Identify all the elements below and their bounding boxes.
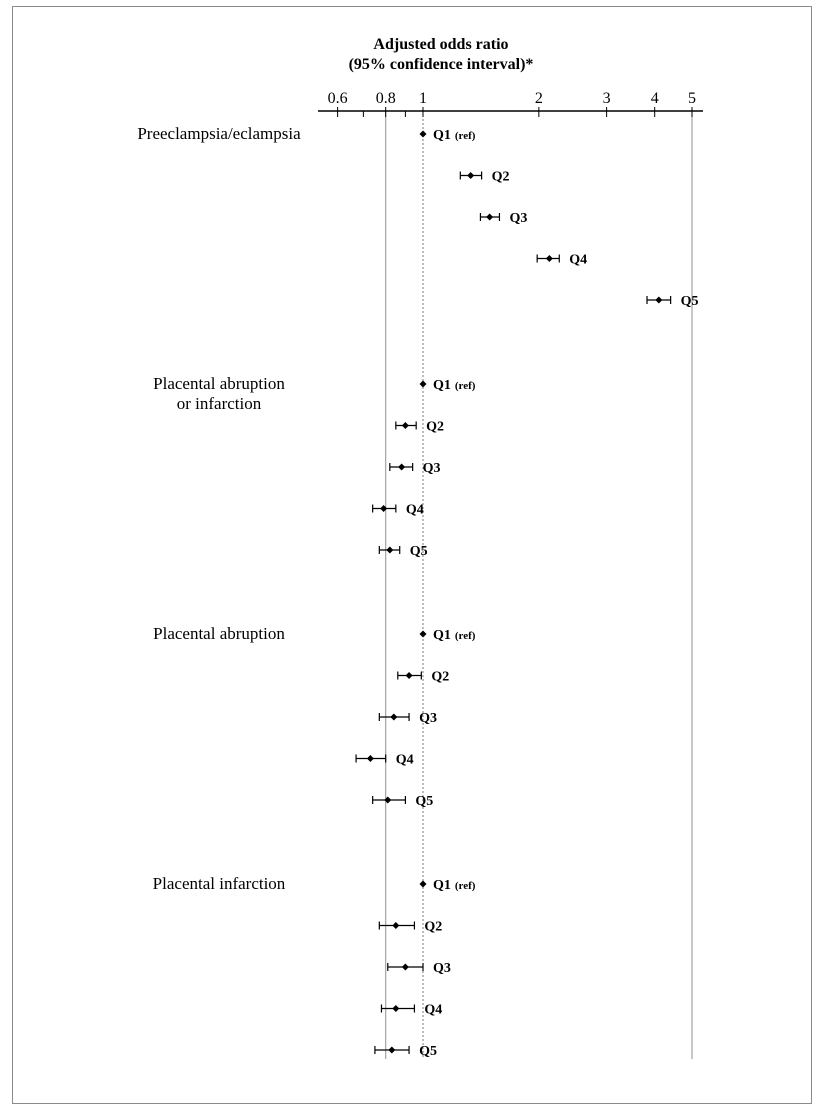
row-1-Q2: Q2 (395, 420, 444, 435)
row-label: Q2 (426, 420, 444, 435)
row-label: Q3 (433, 961, 451, 976)
point-estimate (392, 922, 400, 929)
group-label-2-line-0: Placental abruption (153, 624, 285, 643)
row-label: Q2 (431, 670, 449, 685)
row-ref-label: (ref) (455, 130, 476, 142)
row-label: Q4 (424, 1003, 442, 1018)
x-tick-label-3: 2 (535, 90, 543, 107)
row-0-Q3: Q3 (479, 211, 527, 226)
group-label-1-line-0: Placental abruption (153, 374, 285, 393)
point-estimate (366, 755, 374, 762)
point-estimate (419, 380, 427, 388)
chart-title-line-2: (95% confidence interval)* (349, 56, 534, 73)
row-2-Q2: Q2 (397, 670, 449, 685)
reference-lines (385, 111, 693, 1059)
row-label: Q5 (681, 294, 699, 309)
row-1-Q5: Q5 (378, 544, 428, 559)
row-1-Q3: Q3 (389, 461, 441, 476)
row-label: Q3 (423, 461, 441, 476)
x-axis: 0.6 0.8 1 2 3 4 5 (318, 90, 703, 117)
row-ref-label: (ref) (455, 630, 476, 642)
row-ref-label: (ref) (455, 380, 476, 392)
point-estimate (419, 130, 427, 138)
x-tick-label-6: 5 (688, 90, 696, 107)
row-ref-label: (ref) (455, 880, 476, 892)
row-3-Q3: Q3 (387, 961, 451, 976)
row-label: Q4 (569, 253, 587, 268)
row-label: Q1 (ref) (433, 378, 476, 393)
point-estimate (398, 463, 406, 471)
row-0-Q1: Q1 (ref) (419, 128, 476, 143)
point-estimate (380, 505, 388, 512)
row-label: Q5 (415, 794, 433, 809)
group-label-3-line-0: Placental infarction (153, 874, 286, 893)
row-3-Q2: Q2 (378, 920, 442, 935)
point-estimate (401, 963, 409, 971)
row-label: Q2 (492, 170, 510, 185)
row-0-Q2: Q2 (459, 170, 510, 185)
point-estimate (486, 213, 494, 221)
point-estimate (392, 1005, 400, 1012)
point-estimate (384, 796, 392, 804)
x-tick-label-5: 4 (651, 90, 659, 107)
x-tick-label-4: 3 (603, 90, 611, 107)
row-2-Q3: Q3 (378, 711, 437, 726)
plot-rows: Preeclampsia/eclampsia Q1 (ref) Q2 Q3 Q4 Q5 Pla… (137, 124, 698, 1059)
point-estimate (545, 255, 553, 262)
point-estimate (405, 672, 413, 679)
point-estimate (655, 296, 663, 304)
chart-title-line-1: Adjusted odds ratio (373, 36, 508, 53)
point-estimate (386, 546, 394, 554)
row-label: Q1 (ref) (433, 628, 476, 643)
row-0-Q5: Q5 (646, 294, 699, 309)
row-2-Q1: Q1 (ref) (419, 628, 476, 643)
row-label: Q5 (419, 1044, 437, 1059)
row-2-Q4: Q4 (355, 753, 414, 768)
x-tick-label-1: 0.8 (376, 90, 396, 107)
row-label: Q4 (406, 503, 424, 518)
point-estimate (467, 172, 475, 179)
point-estimate (388, 1046, 396, 1054)
row-3-Q5: Q5 (374, 1044, 437, 1059)
figure-frame: Adjusted odds ratio (95% confidence inte… (12, 6, 812, 1104)
row-1-Q4: Q4 (372, 503, 424, 518)
row-1-Q1: Q1 (ref) (419, 378, 476, 393)
row-3-Q4: Q4 (380, 1003, 442, 1018)
forest-plot: Adjusted odds ratio (95% confidence inte… (137, 36, 703, 1059)
row-2-Q5: Q5 (372, 794, 433, 809)
row-label: Q4 (396, 753, 414, 768)
row-label: Q1 (ref) (433, 878, 476, 893)
point-estimate (419, 630, 427, 638)
point-estimate (419, 880, 427, 888)
x-tick-label-2: 1 (419, 90, 427, 107)
row-0-Q4: Q4 (536, 253, 587, 268)
x-tick-label-0: 0.6 (328, 90, 348, 107)
row-label: Q5 (410, 544, 428, 559)
row-label: Q1 (ref) (433, 128, 476, 143)
row-label: Q3 (509, 211, 527, 226)
point-estimate (390, 713, 398, 721)
row-label: Q2 (424, 920, 442, 935)
row-label: Q3 (419, 711, 437, 726)
row-3-Q1: Q1 (ref) (419, 878, 476, 893)
group-label-1-line-1: or infarction (177, 394, 262, 413)
group-label-0-line-0: Preeclampsia/eclampsia (137, 124, 301, 143)
point-estimate (401, 422, 409, 429)
